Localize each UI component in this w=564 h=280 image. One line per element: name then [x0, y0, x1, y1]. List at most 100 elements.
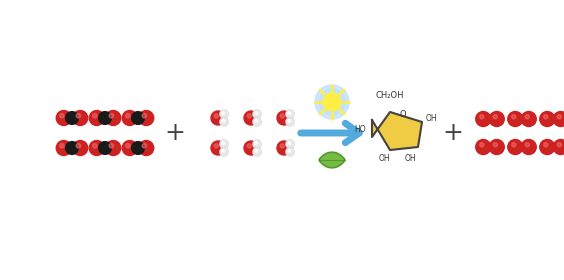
Text: HO: HO: [354, 125, 366, 134]
Circle shape: [244, 111, 258, 125]
Circle shape: [521, 139, 536, 155]
Circle shape: [280, 114, 284, 118]
Circle shape: [540, 139, 555, 155]
Circle shape: [131, 142, 144, 154]
Circle shape: [65, 142, 78, 154]
Circle shape: [211, 111, 225, 125]
Circle shape: [122, 141, 137, 155]
Circle shape: [277, 111, 291, 125]
Circle shape: [99, 142, 111, 154]
Circle shape: [247, 144, 252, 148]
Circle shape: [557, 115, 561, 119]
Circle shape: [512, 115, 516, 119]
Circle shape: [219, 140, 228, 149]
Circle shape: [553, 139, 564, 155]
Circle shape: [557, 143, 561, 147]
Circle shape: [219, 117, 228, 126]
Circle shape: [280, 144, 284, 148]
Circle shape: [92, 144, 97, 148]
Circle shape: [255, 120, 258, 122]
Circle shape: [219, 109, 228, 119]
Circle shape: [479, 115, 484, 119]
Circle shape: [253, 109, 262, 119]
Circle shape: [131, 112, 144, 124]
Circle shape: [126, 144, 130, 148]
Circle shape: [253, 117, 262, 126]
Circle shape: [508, 139, 523, 155]
Circle shape: [288, 120, 290, 122]
PathPatch shape: [319, 152, 345, 168]
Circle shape: [521, 111, 536, 127]
Text: +: +: [165, 121, 186, 145]
Circle shape: [489, 111, 504, 127]
Circle shape: [525, 115, 530, 119]
Circle shape: [222, 142, 224, 144]
Circle shape: [126, 113, 130, 118]
Circle shape: [65, 112, 78, 124]
Circle shape: [76, 113, 81, 118]
Circle shape: [476, 111, 491, 127]
Text: OH: OH: [378, 154, 390, 163]
Circle shape: [288, 142, 290, 144]
Circle shape: [553, 111, 564, 127]
Circle shape: [109, 113, 113, 118]
Circle shape: [76, 144, 81, 148]
Circle shape: [255, 112, 258, 115]
Circle shape: [315, 85, 349, 119]
Circle shape: [139, 111, 154, 125]
Circle shape: [56, 141, 71, 155]
Circle shape: [253, 140, 262, 149]
Circle shape: [508, 111, 523, 127]
Circle shape: [255, 150, 258, 152]
Circle shape: [323, 93, 341, 111]
Circle shape: [109, 144, 113, 148]
Text: OH: OH: [426, 113, 438, 123]
Circle shape: [540, 111, 555, 127]
Circle shape: [73, 111, 88, 125]
Circle shape: [222, 150, 224, 152]
Circle shape: [493, 143, 497, 147]
Circle shape: [214, 114, 218, 118]
FancyArrowPatch shape: [301, 123, 359, 143]
Circle shape: [56, 111, 71, 125]
Circle shape: [222, 112, 224, 115]
Circle shape: [106, 141, 121, 155]
Polygon shape: [372, 112, 422, 150]
Circle shape: [219, 147, 228, 157]
Circle shape: [288, 150, 290, 152]
Circle shape: [142, 144, 147, 148]
Circle shape: [525, 143, 530, 147]
Circle shape: [544, 143, 548, 147]
Circle shape: [285, 109, 294, 119]
Circle shape: [493, 115, 497, 119]
Circle shape: [476, 139, 491, 155]
Circle shape: [214, 144, 218, 148]
Circle shape: [73, 141, 88, 155]
Circle shape: [106, 111, 121, 125]
Circle shape: [253, 147, 262, 157]
Circle shape: [244, 141, 258, 155]
Circle shape: [60, 144, 64, 148]
Circle shape: [222, 120, 224, 122]
Text: OH: OH: [404, 154, 416, 163]
Circle shape: [277, 141, 291, 155]
Circle shape: [92, 113, 97, 118]
Circle shape: [288, 112, 290, 115]
Circle shape: [489, 139, 504, 155]
Circle shape: [99, 112, 111, 124]
Circle shape: [142, 113, 147, 118]
Circle shape: [285, 147, 294, 157]
Circle shape: [285, 140, 294, 149]
Circle shape: [139, 141, 154, 155]
Circle shape: [319, 89, 345, 115]
Text: +: +: [443, 121, 464, 145]
Circle shape: [89, 111, 104, 125]
Circle shape: [60, 113, 64, 118]
Text: O: O: [400, 109, 406, 118]
Circle shape: [122, 111, 137, 125]
Circle shape: [89, 141, 104, 155]
Circle shape: [211, 141, 225, 155]
Circle shape: [285, 117, 294, 126]
Circle shape: [479, 143, 484, 147]
Circle shape: [255, 142, 258, 144]
